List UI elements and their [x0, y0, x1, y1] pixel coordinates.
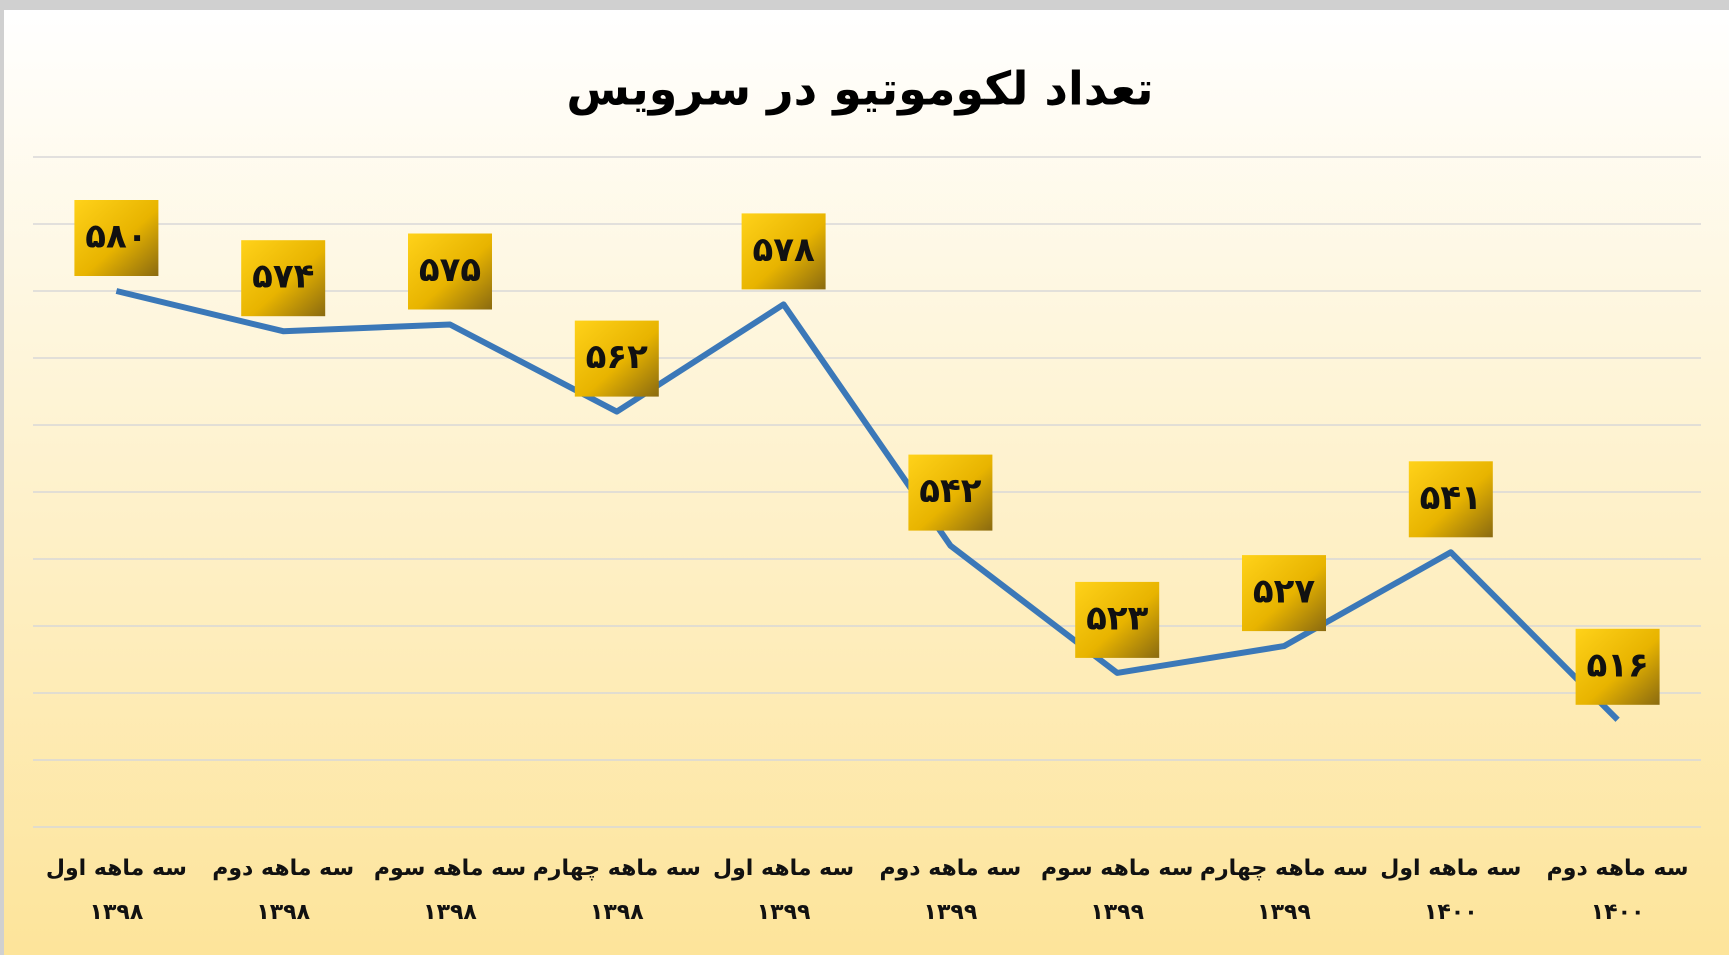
x-tick-label: ۱۳۹۸	[590, 900, 644, 925]
data-label: ۵۴۱	[1420, 478, 1482, 518]
label-box	[1242, 555, 1326, 632]
label-box	[1408, 461, 1493, 538]
data-label: ۵۸۰	[85, 217, 147, 257]
x-tick-label: ۱۳۹۹	[1257, 900, 1311, 925]
x-tick-label: ۱۴۰۰	[1591, 900, 1645, 925]
x-tick-label: ۱۳۹۸	[423, 900, 477, 925]
data-label: ۵۴۲	[919, 471, 982, 511]
x-tick-label: ۱۳۹۹	[1090, 900, 1144, 925]
data-label: ۵۲۷	[1253, 572, 1316, 612]
label-box	[74, 200, 159, 276]
label-box	[1075, 581, 1160, 658]
x-tick-label: سه ماهه دوم	[212, 856, 354, 881]
label-box	[408, 233, 492, 310]
x-tick-label: ۱۳۹۹	[757, 900, 811, 925]
data-line	[115, 288, 1620, 722]
data-label: ۵۷۴	[252, 257, 314, 297]
data-label: ۵۶۲	[586, 337, 649, 377]
label-box	[1575, 628, 1660, 705]
x-tick-label: سه ماهه سوم	[374, 856, 526, 881]
x-tick-label: سه ماهه اول	[713, 856, 854, 881]
x-tick-label: سه ماهه چهارم	[533, 856, 701, 881]
label-box	[241, 240, 326, 317]
x-tick-label: سه ماهه چهارم	[1200, 856, 1368, 881]
data-label: ۵۲۳	[1086, 598, 1149, 638]
x-tick-label: سه ماهه اول	[1380, 856, 1521, 881]
x-tick-label: سه ماهه دوم	[1547, 856, 1689, 881]
label-box	[908, 454, 993, 531]
x-tick-label: سه ماهه اول	[46, 856, 187, 881]
x-tick-label: سه ماهه دوم	[879, 856, 1021, 881]
x-tick-label: سه ماهه سوم	[1041, 856, 1193, 881]
data-label: ۵۷۵	[419, 250, 481, 290]
data-label: ۵۷۸	[752, 230, 815, 270]
data-label: ۵۱۶	[1586, 645, 1648, 685]
label-box	[574, 320, 659, 397]
x-tick-label: ۱۳۹۸	[90, 900, 144, 925]
label-box	[741, 213, 826, 290]
chart-title: تعداد لکوموتیو در سرویس	[566, 62, 1153, 116]
x-tick-label: ۱۳۹۸	[256, 900, 310, 925]
x-tick-label: ۱۳۹۹	[924, 900, 978, 925]
x-tick-label: ۱۴۰۰	[1424, 900, 1478, 925]
